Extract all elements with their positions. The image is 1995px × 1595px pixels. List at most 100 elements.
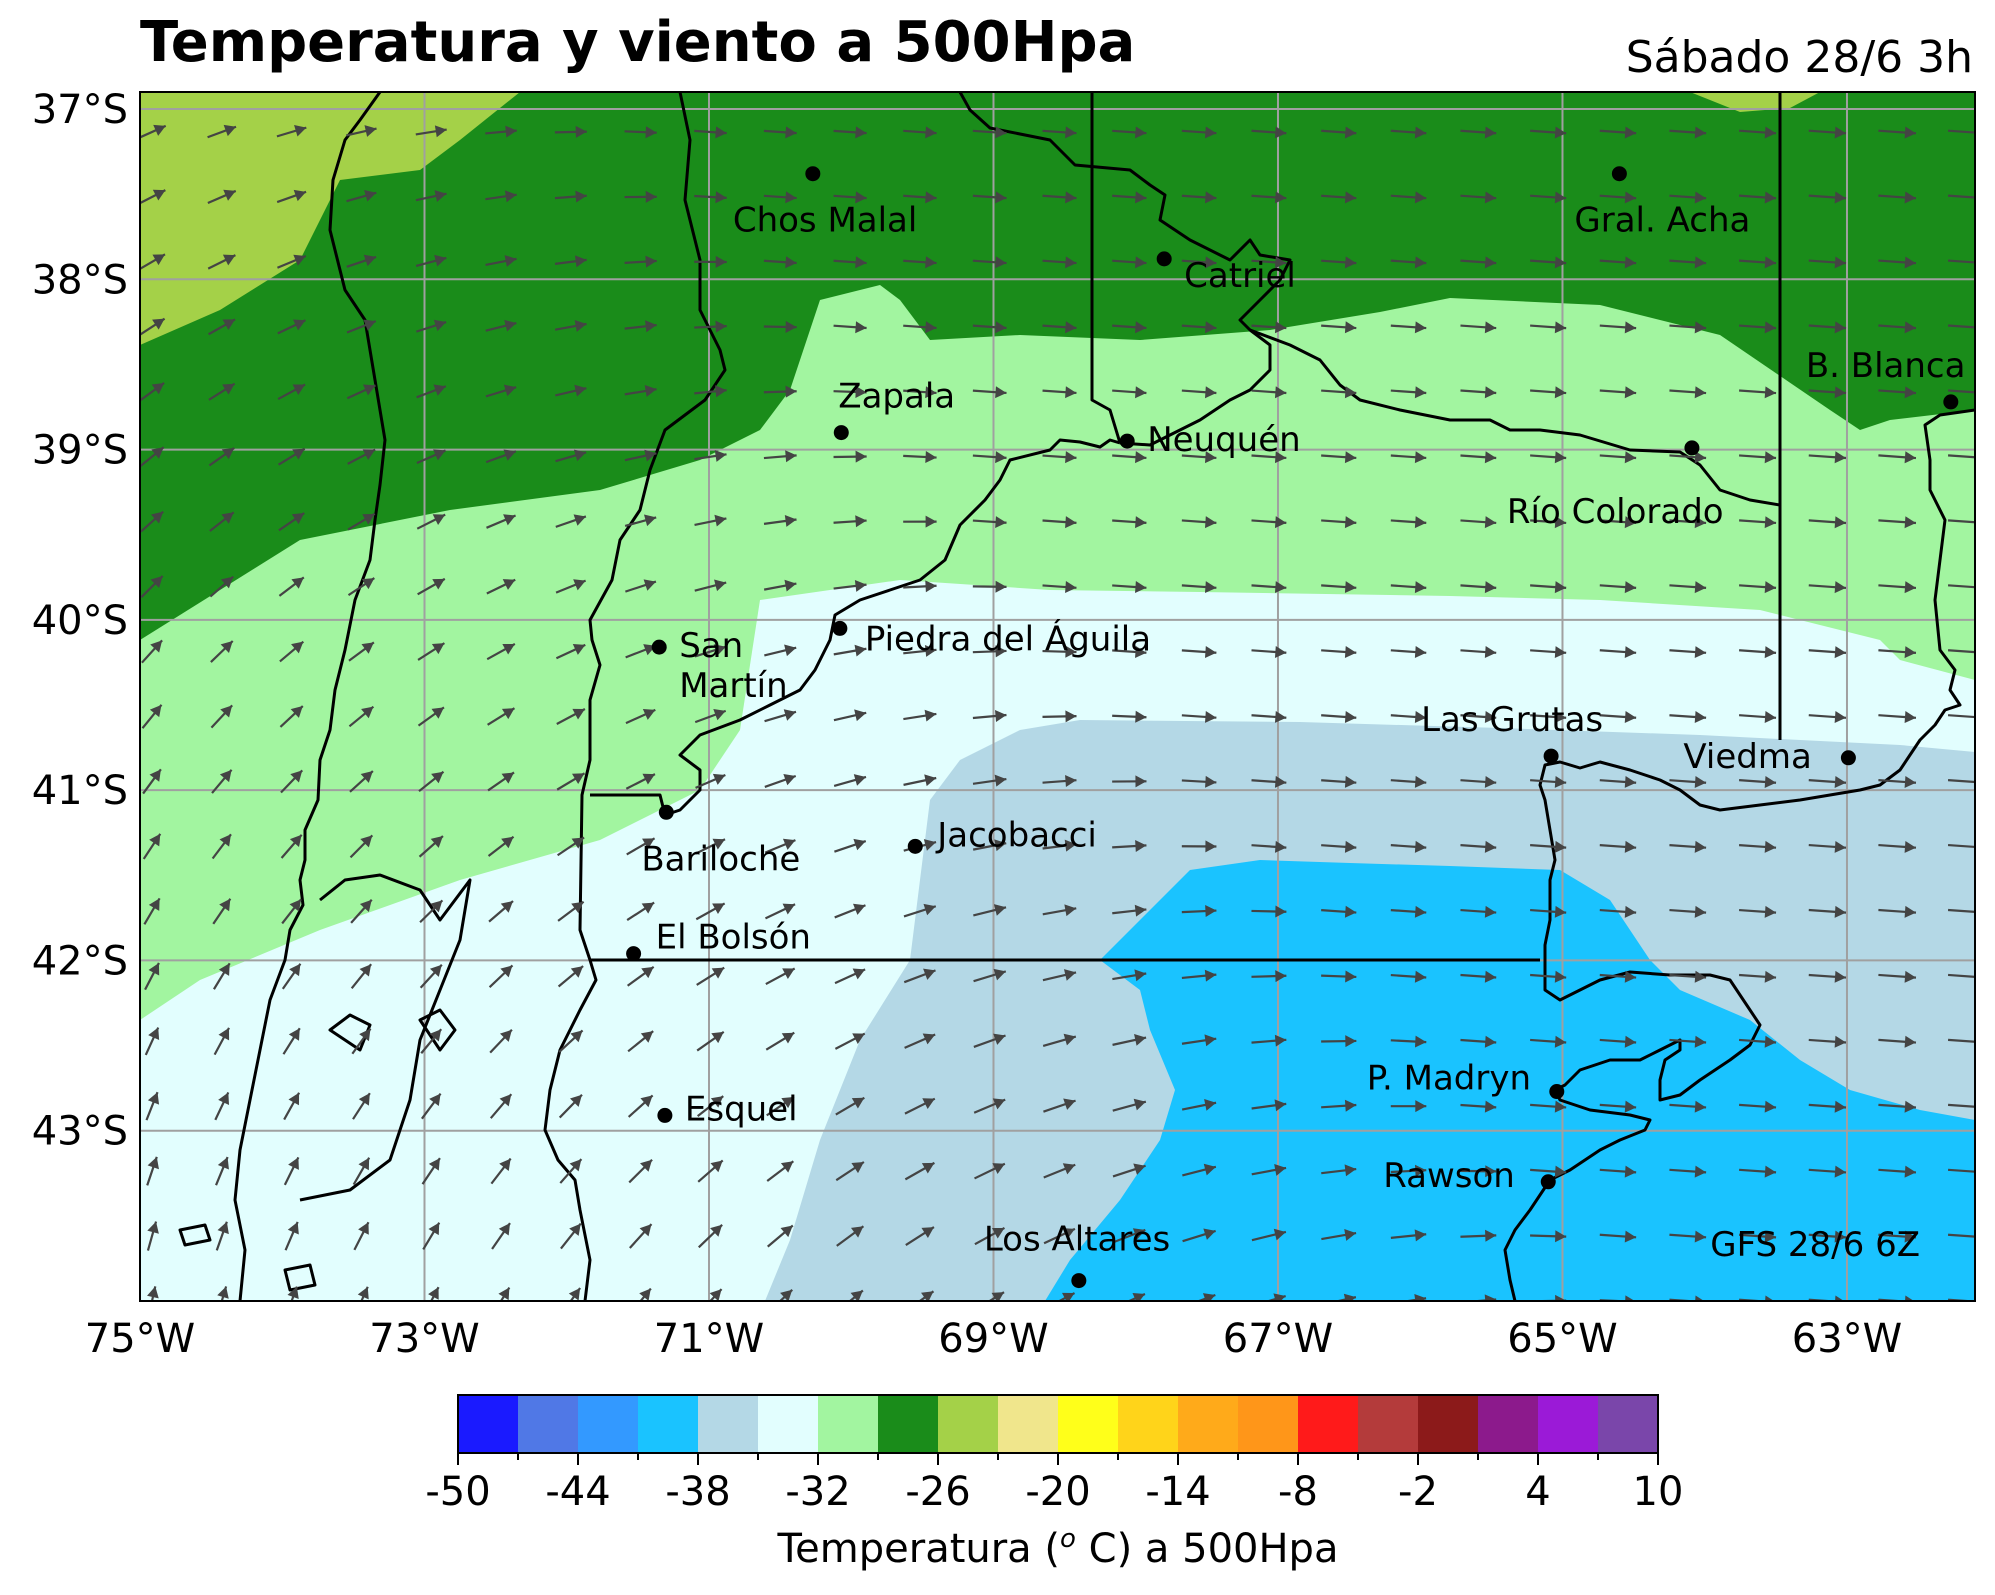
lon-tick-label: 71°W: [654, 1316, 764, 1362]
wind-arrow-icon: [346, 384, 376, 400]
wind-arrow-icon: [1669, 1165, 1707, 1178]
wind-arrow-icon: [1042, 386, 1077, 399]
wind-arrow-icon: [763, 191, 797, 204]
city-p-madryn: P. Madryn: [1367, 1059, 1565, 1100]
wind-arrow-icon: [280, 834, 303, 859]
colorbar-swatch: [1418, 1395, 1479, 1453]
wind-arrow-icon: [833, 126, 867, 139]
city-marker-icon: [1943, 394, 1959, 410]
wind-arrow-icon: [1390, 321, 1427, 334]
wind-arrow-icon: [1739, 1100, 1777, 1113]
city-label: Rawson: [1383, 1156, 1515, 1196]
colorbar-swatch: [698, 1395, 759, 1453]
wind-arrow-icon: [1599, 451, 1637, 464]
wind-arrow-icon: [987, 1291, 1005, 1301]
wind-arrow-icon: [1251, 516, 1287, 529]
wind-arrow-icon: [485, 319, 517, 332]
wind-arrow-icon: [485, 190, 517, 203]
colorbar-swatch: [998, 1395, 1059, 1453]
city-marker-icon: [1549, 1084, 1565, 1100]
wind-arrow-icon: [558, 1029, 584, 1053]
wind-arrow-icon: [1878, 905, 1917, 918]
wind-arrow-icon: [1599, 321, 1637, 334]
wind-arrow-icon: [1808, 581, 1847, 594]
temp-band-minus25-ne: [1690, 92, 1820, 112]
wind-arrow-icon: [1181, 256, 1217, 269]
wind-arrow-icon: [421, 1157, 441, 1185]
wind-arrow-icon: [1669, 970, 1707, 983]
wind-arrow-icon: [352, 1092, 371, 1120]
wind-arrow-icon: [1669, 451, 1707, 464]
wind-arrow-icon: [1181, 516, 1217, 529]
lon-tick-label: 67°W: [1223, 1316, 1333, 1362]
city-label: Río Colorado: [1507, 492, 1724, 532]
colorbar-tick-label: -26: [905, 1469, 970, 1515]
wind-arrow-icon: [555, 579, 587, 594]
colorbar-swatch: [458, 1395, 519, 1453]
wind-arrow-icon: [624, 449, 657, 462]
wind-arrow-icon: [1182, 1228, 1216, 1243]
wind-arrow-icon: [763, 515, 797, 527]
wind-arrow-icon: [1460, 775, 1497, 788]
wind-arrow-icon: [972, 321, 1007, 334]
wind-arrow-icon: [972, 126, 1007, 139]
wind-arrow-icon: [487, 771, 515, 792]
wind-arrow-icon: [141, 704, 163, 729]
colorbar-tick-label: -32: [785, 1469, 850, 1515]
wind-arrow-icon: [1181, 840, 1217, 853]
city-marker-icon: [1684, 440, 1700, 456]
wind-arrow-icon: [1390, 191, 1427, 204]
wind-arrow-icon: [415, 254, 447, 267]
wind-arrow-icon: [419, 964, 443, 989]
city-marker-icon: [626, 946, 642, 962]
wind-arrow-icon: [1321, 516, 1357, 529]
city-marker-icon: [1540, 1174, 1556, 1190]
wind-arrow-icon: [1042, 839, 1077, 852]
wind-arrow-icon: [1460, 386, 1497, 399]
wind-arrow-icon: [917, 1290, 935, 1301]
wind-arrow-icon: [491, 1222, 511, 1250]
wind-arrow-icon: [1808, 1100, 1847, 1113]
wind-arrow-icon: [1251, 905, 1287, 918]
wind-arrow-icon: [1321, 775, 1357, 788]
wind-arrow-icon: [210, 640, 234, 663]
wind-arrow-icon: [1878, 840, 1917, 853]
city-gral-acha: Gral. Acha: [1574, 166, 1750, 241]
wind-arrow-icon: [1390, 386, 1427, 399]
colorbar-tick-label: -44: [545, 1469, 610, 1515]
wind-arrow-icon: [1530, 840, 1567, 853]
wind-arrow-icon: [277, 447, 306, 466]
wind-arrow-icon: [694, 385, 727, 398]
wind-arrow-icon: [833, 321, 867, 334]
wind-arrow-icon: [208, 382, 236, 401]
wind-arrow-icon: [1251, 191, 1287, 204]
colorbar-swatch: [1118, 1395, 1179, 1453]
wind-arrow-icon: [904, 1161, 935, 1181]
city-marker-icon: [657, 1107, 673, 1123]
wind-arrow-icon: [1669, 1100, 1707, 1113]
city-label: Gral. Acha: [1574, 201, 1750, 241]
wind-arrow-icon: [1878, 1165, 1917, 1178]
wind-arrow-icon: [1321, 840, 1357, 853]
wind-arrow-icon: [903, 451, 937, 464]
wind-arrow-icon: [1739, 516, 1777, 529]
wind-arrow-icon: [1181, 321, 1217, 334]
wind-arrow-icon: [1321, 321, 1357, 334]
wind-arrow-icon: [1530, 775, 1567, 788]
wind-arrow-icon: [1530, 191, 1567, 204]
wind-arrow-icon: [1390, 905, 1427, 918]
wind-arrow-icon: [213, 1027, 230, 1056]
city-marker-icon: [907, 838, 923, 854]
wind-arrow-icon: [1878, 1100, 1917, 1113]
wind-arrow-icon: [1739, 711, 1777, 724]
wind-arrow-icon: [1460, 1100, 1497, 1113]
wind-arrow-icon: [1599, 516, 1637, 529]
wind-arrow-icon: [1460, 710, 1497, 723]
chile-coast: [233, 92, 387, 1301]
wind-arrow-icon: [417, 577, 446, 596]
wind-arrow-icon: [1669, 321, 1707, 334]
wind-arrow-icon: [1530, 1230, 1567, 1243]
wind-arrow-icon: [1530, 905, 1567, 918]
wind-arrow-icon: [1195, 1293, 1216, 1301]
wind-arrow-icon: [974, 1226, 1005, 1246]
